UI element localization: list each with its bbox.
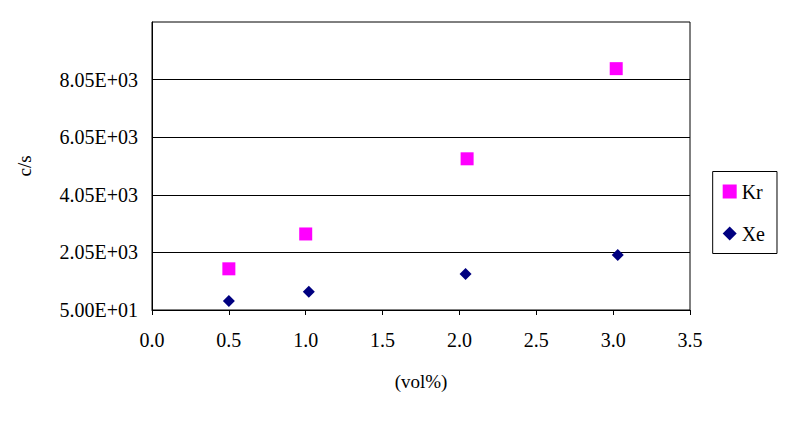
svg-text:(vol%): (vol%) <box>395 371 448 393</box>
svg-text:5.00E+01: 5.00E+01 <box>60 299 139 321</box>
svg-text:Kr: Kr <box>742 181 763 203</box>
svg-text:Xe: Xe <box>742 223 765 245</box>
svg-text:1.5: 1.5 <box>370 329 395 351</box>
svg-text:2.5: 2.5 <box>524 329 549 351</box>
svg-text:0.0: 0.0 <box>140 329 165 351</box>
svg-text:3.5: 3.5 <box>678 329 703 351</box>
svg-text:0.5: 0.5 <box>216 329 241 351</box>
svg-text:4.05E+03: 4.05E+03 <box>60 184 139 206</box>
svg-text:3.0: 3.0 <box>601 329 626 351</box>
svg-text:c/s: c/s <box>14 155 35 176</box>
svg-text:6.05E+03: 6.05E+03 <box>60 126 139 148</box>
svg-text:2.05E+03: 2.05E+03 <box>60 241 139 263</box>
svg-text:1.0: 1.0 <box>293 329 318 351</box>
svg-text:2.0: 2.0 <box>447 329 472 351</box>
svg-text:8.05E+03: 8.05E+03 <box>60 69 139 91</box>
